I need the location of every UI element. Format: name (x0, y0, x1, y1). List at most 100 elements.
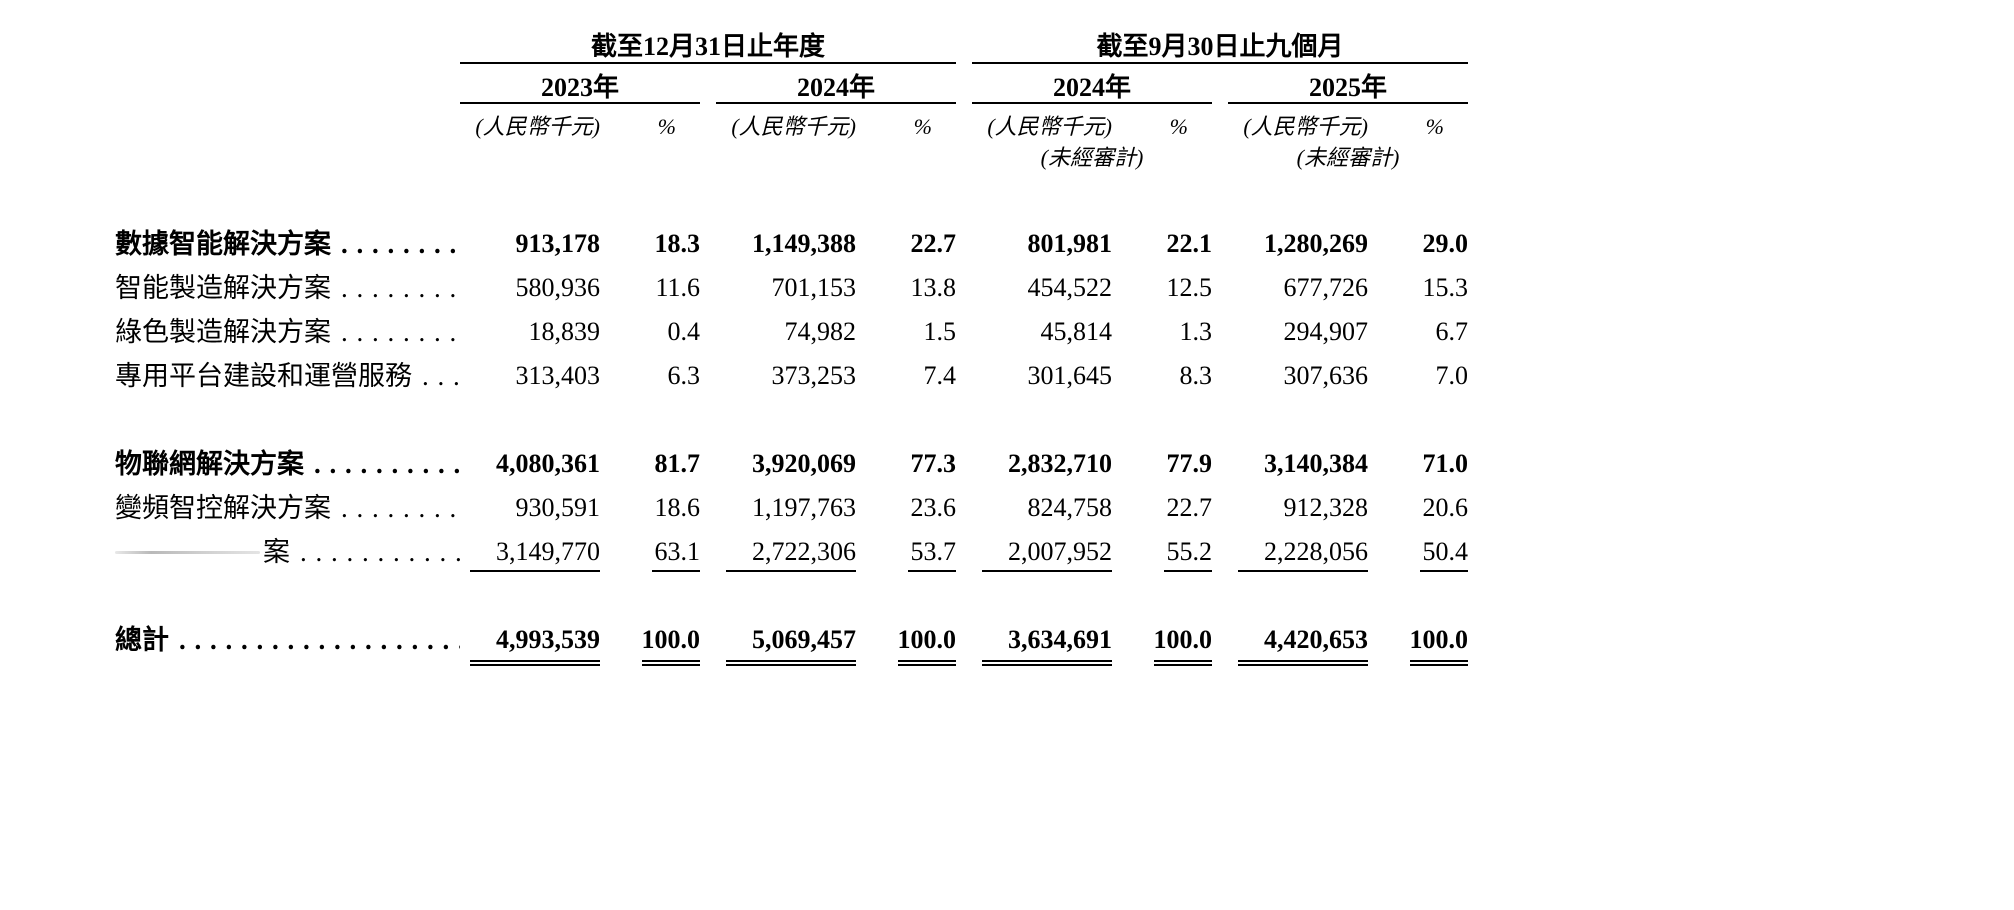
value-cell: 1,149,388 (716, 222, 856, 266)
unit-text: (人民幣千元) (1243, 114, 1368, 139)
value-text: 930,591 (515, 493, 601, 522)
value-text: 3,920,069 (752, 449, 856, 478)
percent-text: 100.0 (1409, 625, 1468, 666)
value-cell: 2,228,056 (1228, 530, 1368, 574)
percent-cell: 18.6 (600, 486, 701, 530)
dot-leader: . . . . . . . . . . . . . . . . . . . . … (341, 493, 460, 523)
percent-text: 1.3 (1179, 317, 1213, 346)
percent-cell: 22.1 (1112, 222, 1213, 266)
percent-text: 63.1 (652, 537, 700, 572)
percent-cell: 20.6 (1368, 486, 1469, 530)
value-text: 301,645 (1027, 361, 1113, 390)
year-group-2024-9m: 45,814 1.3 (972, 310, 1213, 354)
percent-header-cell: % (856, 112, 956, 142)
percent-cell: 7.0 (1368, 354, 1469, 398)
percent-cell: 13.8 (856, 266, 957, 310)
row-label-text: 物聯網解決方案 (115, 449, 304, 479)
year-group-2025-9m: 912,328 20.6 (1228, 486, 1469, 530)
year-group-2025-9m: 307,636 7.0 (1228, 354, 1469, 398)
percent-cell: 11.6 (600, 266, 700, 310)
year-header-2024-9m: 2024年 (972, 72, 1212, 104)
header-spacer (115, 30, 460, 64)
percent-text: 6.3 (667, 361, 701, 390)
period-group-nine-months: 截至9月30日止九個月 (972, 30, 1468, 64)
value-text: 4,420,653 (1238, 625, 1368, 666)
year-group-2023: 580,936 11.6 (460, 266, 701, 310)
value-cell: 373,253 (716, 354, 857, 398)
dot-leader: . . . . . . . . . . . . . . . . . . . . … (341, 229, 460, 259)
year-group-2023: 3,149,770 63.1 (460, 530, 700, 574)
value-text: 5,069,457 (726, 625, 856, 666)
value-cell: 2,832,710 (972, 442, 1112, 486)
header-spacer (115, 72, 460, 104)
year-group-2024: 74,982 1.5 (716, 310, 957, 354)
row-spacer (115, 398, 1485, 442)
row-label-text: 總計 (115, 625, 169, 655)
value-text: 2,722,306 (726, 537, 856, 572)
year-group-2025-9m: 4,420,653 100.0 (1228, 618, 1468, 666)
dot-leader: . . . . . . . . . . . . . . . . . . . . … (422, 361, 460, 391)
year-group-2023: 4,993,539 100.0 (460, 618, 700, 666)
value-cell: 2,007,952 (972, 530, 1112, 574)
percent-text: 0.4 (667, 317, 701, 346)
value-cell: 18,839 (460, 310, 601, 354)
percent-cell: 77.9 (1112, 442, 1213, 486)
year-group-2025-9m: 677,726 15.3 (1228, 266, 1469, 310)
value-cell: 4,420,653 (1228, 618, 1368, 666)
year-label: 2023年 (540, 73, 619, 102)
year-group-2024: 1,149,388 22.7 (716, 222, 956, 266)
value-cell: 801,981 (972, 222, 1113, 266)
value-cell: 301,645 (972, 354, 1113, 398)
percent-text: 23.6 (910, 493, 957, 522)
period-header-row: 截至12月31日止年度 截至9月30日止九個月 (115, 30, 1485, 64)
percent-text: 11.6 (655, 273, 700, 302)
percent-cell: 6.7 (1368, 310, 1469, 354)
note-cell: (未經審計) (1228, 142, 1468, 174)
value-cell: 3,149,770 (460, 530, 600, 574)
table-row: 變頻智控解決方案 . . . . . . . . . . . . . . . .… (115, 486, 1485, 530)
value-cell: 3,140,384 (1228, 442, 1368, 486)
percent-header-cell: % (600, 112, 700, 142)
period-group-year-ended: 截至12月31日止年度 (460, 30, 956, 64)
percent-cell: 100.0 (856, 618, 956, 666)
value-text: 45,814 (1040, 317, 1113, 346)
percent-text: 18.6 (654, 493, 701, 522)
year-group: (人民幣千元) % (460, 112, 700, 142)
financial-table: 截至12月31日止年度 截至9月30日止九個月 2023年 2024年 2024… (115, 30, 1485, 666)
percent-text: 50.4 (1420, 537, 1468, 572)
percent-text: 100.0 (641, 625, 700, 666)
percent-text: 77.9 (1166, 449, 1213, 478)
value-cell: 930,591 (460, 486, 601, 530)
percent-text: 53.7 (908, 537, 956, 572)
value-text: 3,140,384 (1264, 449, 1368, 478)
percent-text: 7.4 (923, 361, 957, 390)
percent-cell: 63.1 (600, 530, 700, 574)
percent-text: 22.7 (1166, 493, 1213, 522)
year-header-2023: 2023年 (460, 72, 700, 104)
year-label: 2024年 (796, 73, 875, 102)
value-cell: 677,726 (1228, 266, 1369, 310)
value-cell: 307,636 (1228, 354, 1369, 398)
year-group-2024-9m: 2,832,710 77.9 (972, 442, 1212, 486)
percent-cell: 23.6 (856, 486, 957, 530)
value-cell: 824,758 (972, 486, 1113, 530)
unit-cell: (人民幣千元) (460, 112, 600, 142)
row-label-text: 數據智能解決方案 (115, 229, 331, 259)
percent-cell: 0.4 (600, 310, 701, 354)
percent-cell: 77.3 (856, 442, 957, 486)
percent-text: 12.5 (1166, 273, 1213, 302)
value-cell: 74,982 (716, 310, 857, 354)
percent-cell: 1.5 (856, 310, 957, 354)
value-text: 580,936 (515, 273, 601, 302)
dot-leader: . . . . . . . . . . . . . . . . . . . . … (341, 273, 460, 303)
value-cell: 3,920,069 (716, 442, 856, 486)
percent-text: 100.0 (1153, 625, 1212, 666)
value-cell: 45,814 (972, 310, 1113, 354)
percent-text: 8.3 (1179, 361, 1213, 390)
percent-cell: 50.4 (1368, 530, 1468, 574)
year-group-2025-9m: 3,140,384 71.0 (1228, 442, 1468, 486)
percent-text: 1.5 (923, 317, 957, 346)
year-label: 2025年 (1308, 73, 1387, 102)
period-title-text: 截至12月31日止年度 (590, 32, 825, 61)
unit-text: (人民幣千元) (731, 114, 856, 139)
